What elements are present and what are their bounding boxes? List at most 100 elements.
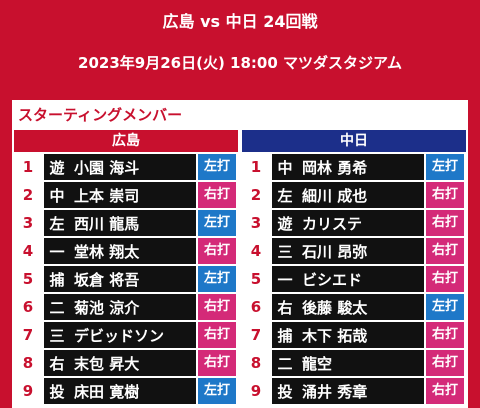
team-lineup: 広島 1 遊小園 海斗 左打 2 中上本 崇司 右打 3 左西川 龍馬 左打 4 一堂林 翔太 右打 5 捕…: [14, 130, 238, 404]
batting-side: 右打: [198, 238, 236, 264]
player-row: 9 投床田 寛樹 左打: [14, 378, 238, 404]
player-cell: 中上本 崇司: [44, 182, 196, 208]
player-cell: 遊カリステ: [272, 210, 424, 236]
player-cell: 一堂林 翔太: [44, 238, 196, 264]
batting-order: 1: [22, 158, 34, 176]
player-row: 4 一堂林 翔太 右打: [14, 238, 238, 264]
batting-side: 左打: [198, 378, 236, 404]
batting-side: 左打: [198, 210, 236, 236]
player-row: 6 右後藤 駿太 左打: [242, 294, 466, 320]
batting-order: 7: [22, 326, 34, 344]
batting-order: 8: [250, 354, 262, 372]
batting-order: 1: [250, 158, 262, 176]
player-cell: 中岡林 勇希: [272, 154, 424, 180]
batting-order: 5: [22, 270, 34, 288]
batting-side: 右打: [426, 266, 464, 292]
position: 左: [49, 214, 65, 233]
batting-order: 2: [22, 186, 34, 204]
player-name: デビッドソン: [74, 326, 165, 345]
player-name: ビシエド: [302, 270, 363, 289]
position: 左: [277, 186, 293, 205]
player-name: 後藤 駿太: [302, 298, 368, 317]
title: 広島 vs 中日 24回戦: [162, 12, 318, 31]
batting-order: 2: [250, 186, 262, 204]
player-name: 木下 拓哉: [302, 326, 368, 345]
position: 投: [277, 382, 293, 401]
player-name: 上本 崇司: [74, 186, 140, 205]
team-lineup: 中日 1 中岡林 勇希 左打 2 左細川 成也 右打 3 遊カリステ 右打 4 三石川 昂弥 右打 5 一ビ…: [242, 130, 466, 404]
player-row: 1 遊小園 海斗 左打: [14, 154, 238, 180]
player-row: 9 投涌井 秀章 右打: [242, 378, 466, 404]
position: 中: [49, 186, 65, 205]
position: 捕: [49, 270, 65, 289]
player-row: 7 三デビッドソン 右打: [14, 322, 238, 348]
position: 投: [49, 382, 65, 401]
player-name: 涌井 秀章: [302, 382, 368, 401]
player-cell: 三デビッドソン: [44, 322, 196, 348]
player-row: 5 捕坂倉 将吾 左打: [14, 266, 238, 292]
batting-order: 6: [250, 298, 262, 316]
team-name: 広島: [14, 130, 238, 152]
batting-side: 右打: [198, 322, 236, 348]
player-cell: 三石川 昂弥: [272, 238, 424, 264]
batting-side: 左打: [198, 154, 236, 180]
player-name: 西川 龍馬: [74, 214, 140, 233]
player-name: カリステ: [302, 214, 363, 233]
position: 中: [277, 158, 293, 177]
position: 右: [49, 354, 65, 373]
batting-side: 右打: [426, 182, 464, 208]
position: 捕: [277, 326, 293, 345]
player-row: 4 三石川 昂弥 右打: [242, 238, 466, 264]
player-row: 3 遊カリステ 右打: [242, 210, 466, 236]
batting-side: 右打: [426, 238, 464, 264]
position: 一: [277, 270, 293, 289]
batting-side: 右打: [198, 294, 236, 320]
batting-side: 右打: [426, 210, 464, 236]
batting-order: 3: [22, 214, 34, 232]
player-name: 小園 海斗: [74, 158, 140, 177]
player-row: 7 捕木下 拓哉 右打: [242, 322, 466, 348]
batting-side: 右打: [198, 350, 236, 376]
player-name: 菊池 涼介: [74, 298, 140, 317]
player-row: 3 左西川 龍馬 左打: [14, 210, 238, 236]
player-cell: 投床田 寛樹: [44, 378, 196, 404]
batting-order: 9: [250, 382, 262, 400]
player-name: 龍空: [302, 354, 333, 373]
batting-order: 8: [22, 354, 34, 372]
batting-order: 4: [250, 242, 262, 260]
batting-order: 7: [250, 326, 262, 344]
position: 右: [277, 298, 293, 317]
player-row: 5 一ビシエド 右打: [242, 266, 466, 292]
player-row: 2 中上本 崇司 右打: [14, 182, 238, 208]
player-row: 6 二菊池 涼介 右打: [14, 294, 238, 320]
player-cell: 右後藤 駿太: [272, 294, 424, 320]
position: 遊: [277, 214, 293, 233]
batting-side: 左打: [426, 154, 464, 180]
player-cell: 右末包 昇大: [44, 350, 196, 376]
player-name: 床田 寛樹: [74, 382, 140, 401]
batting-side: 左打: [198, 266, 236, 292]
batting-side: 左打: [426, 294, 464, 320]
player-row: 8 二龍空 右打: [242, 350, 466, 376]
player-name: 岡林 勇希: [302, 158, 368, 177]
position: 三: [277, 242, 293, 261]
player-cell: 左西川 龍馬: [44, 210, 196, 236]
position: 三: [49, 326, 65, 345]
team-name: 中日: [242, 130, 466, 152]
player-name: 堂林 翔太: [74, 242, 140, 261]
batting-order: 3: [250, 214, 262, 232]
player-row: 1 中岡林 勇希 左打: [242, 154, 466, 180]
position: 遊: [49, 158, 65, 177]
batting-side: 右打: [426, 378, 464, 404]
position: 一: [49, 242, 65, 261]
player-cell: 一ビシエド: [272, 266, 424, 292]
player-name: 細川 成也: [302, 186, 368, 205]
batting-side: 右打: [426, 322, 464, 348]
player-cell: 投涌井 秀章: [272, 378, 424, 404]
player-row: 2 左細川 成也 右打: [242, 182, 466, 208]
player-row: 8 右末包 昇大 右打: [14, 350, 238, 376]
player-cell: 捕坂倉 将吾: [44, 266, 196, 292]
batting-side: 右打: [426, 350, 464, 376]
player-cell: 左細川 成也: [272, 182, 424, 208]
batting-side: 右打: [198, 182, 236, 208]
